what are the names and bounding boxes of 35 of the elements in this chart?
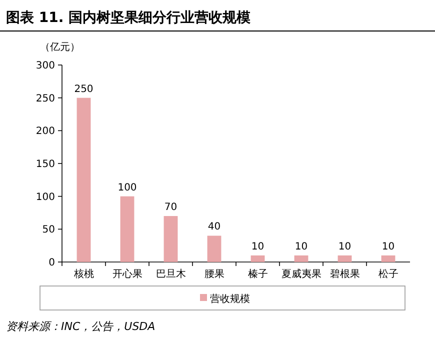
bar	[381, 255, 396, 262]
x-tick-label: 松子	[378, 268, 398, 280]
y-tick-label: 150	[36, 159, 55, 170]
data-label: 70	[164, 202, 178, 214]
x-tick-label: 夏威夷果	[281, 268, 322, 280]
data-label: 10	[338, 241, 352, 252]
bar	[338, 255, 352, 262]
bar	[76, 98, 91, 262]
x-tick-label: 开心果	[112, 268, 142, 280]
y-tick-label: 200	[36, 126, 55, 138]
y-tick-label: 100	[36, 192, 55, 203]
bar	[207, 236, 222, 262]
data-label: 40	[208, 222, 221, 233]
text: 资料来源：INC，公告，USDA	[6, 320, 156, 333]
x-tick-label: 腰果	[204, 269, 224, 280]
y-tick-label: 300	[36, 60, 55, 72]
x-tick-label: 碧根果	[330, 268, 360, 280]
y-tick-label: 0	[48, 258, 55, 268]
y-tick-label: 250	[36, 93, 55, 104]
legend-label: 营收规模	[210, 293, 250, 305]
x-tick-label: 巴旦木	[156, 268, 186, 280]
data-label: 10	[382, 241, 395, 252]
bar	[250, 255, 265, 262]
data-label: 10	[294, 241, 308, 252]
bar	[164, 216, 178, 262]
data-label: 10	[251, 241, 264, 252]
x-tick-label: 核桃	[72, 268, 94, 280]
data-label: 250	[74, 84, 94, 95]
y-tick-label: 50	[42, 224, 55, 236]
data-label: 100	[118, 182, 137, 194]
bar	[120, 196, 134, 262]
x-tick-label: 榛子	[248, 268, 268, 280]
chart-title: 图表 11. 国内树坚果细分行业营收规模	[6, 10, 252, 26]
y-axis-title: （亿元）	[40, 42, 80, 53]
bar	[294, 255, 308, 262]
